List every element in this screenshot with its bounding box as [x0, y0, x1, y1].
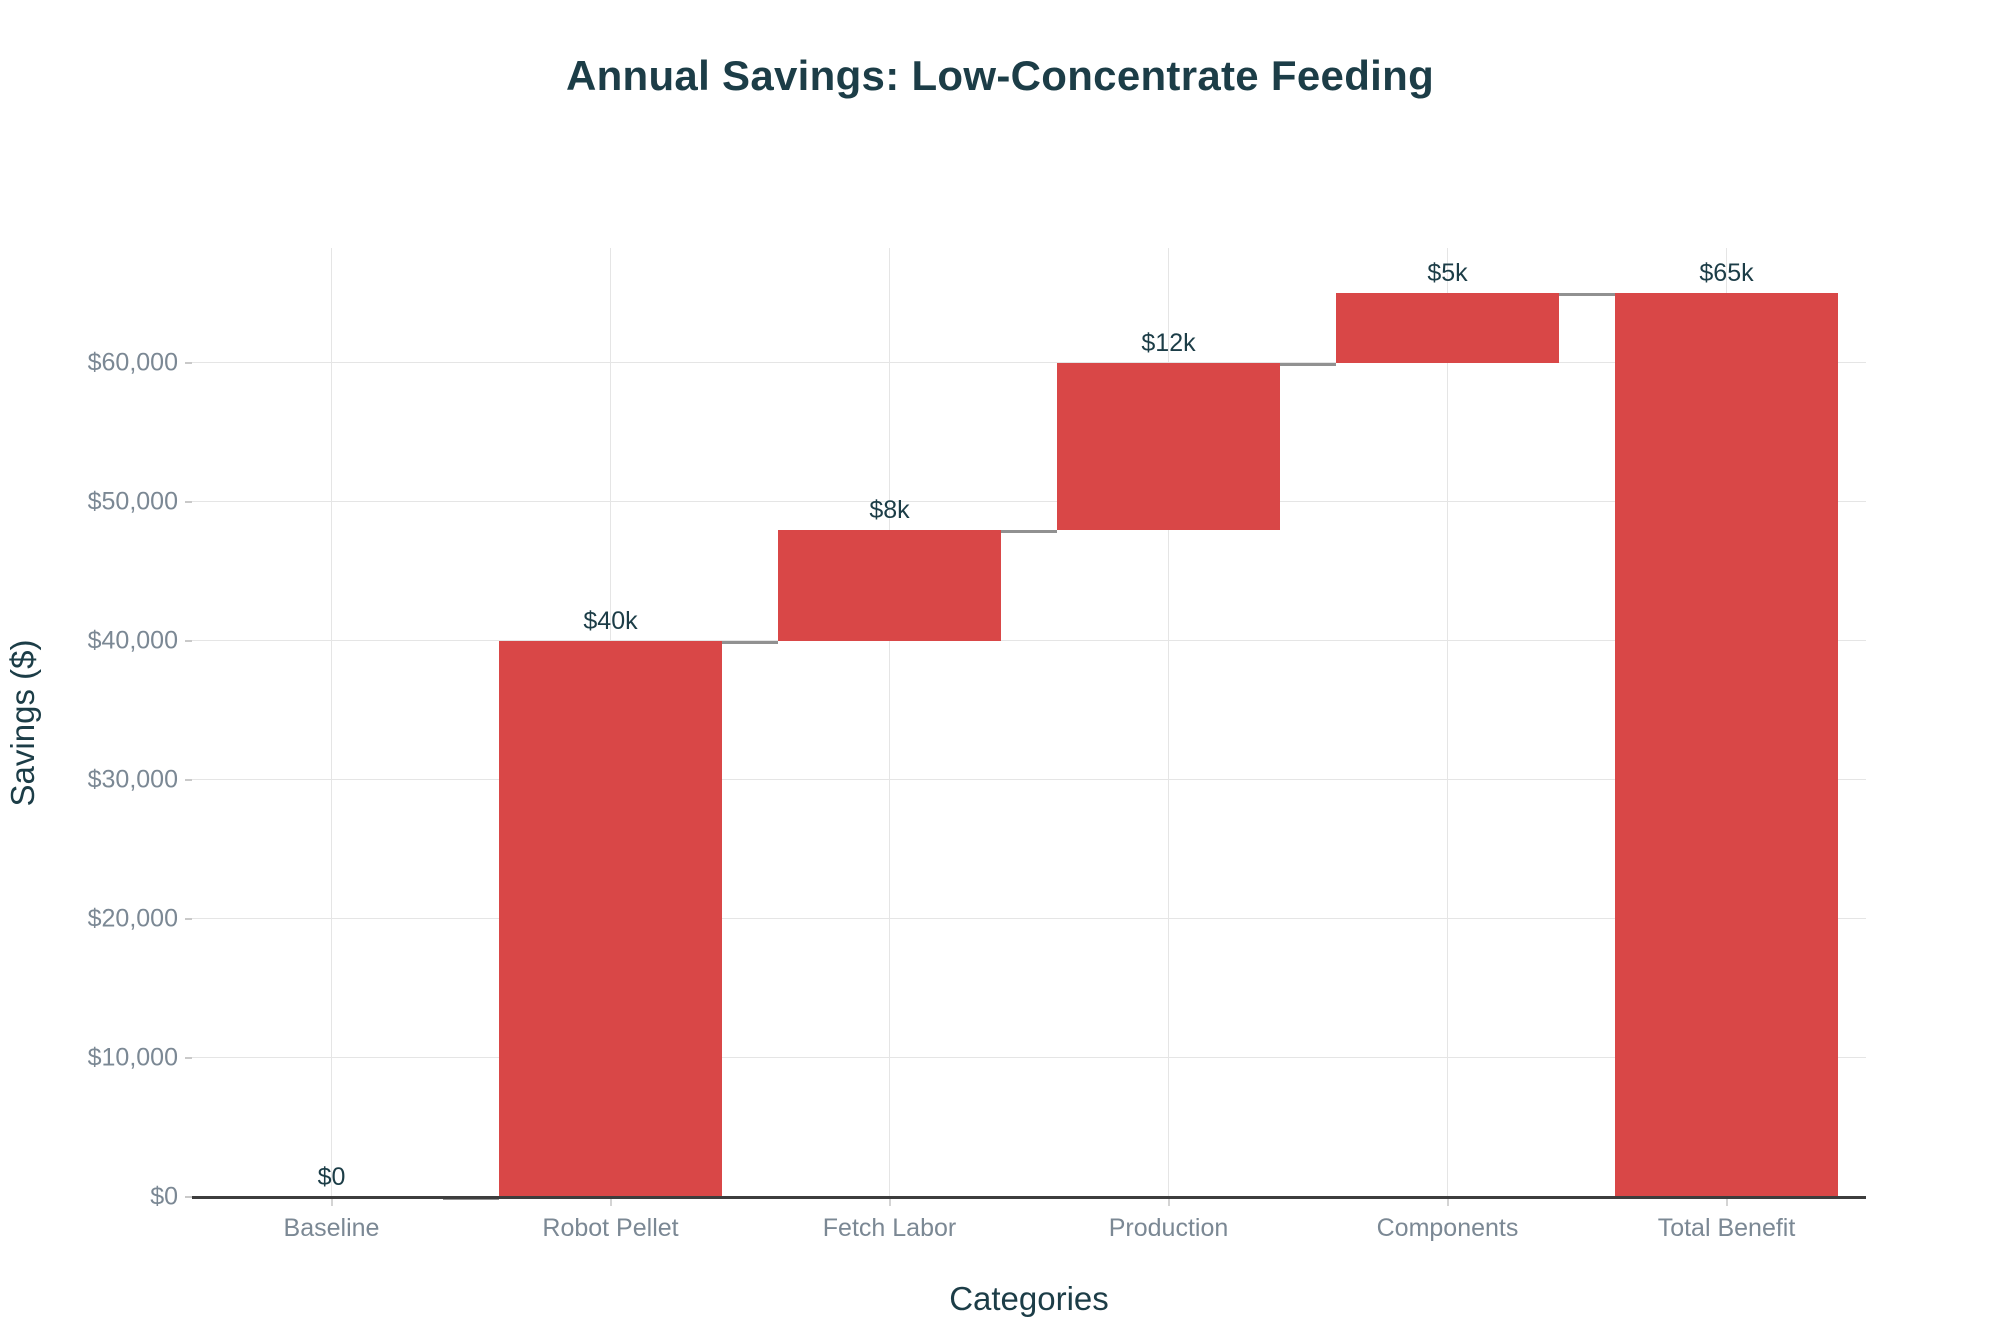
bar-components[interactable] — [1335, 293, 1560, 363]
bar-value-label-total-benefit: $65k — [1699, 259, 1754, 288]
gridline-horizontal — [192, 1057, 1866, 1059]
bar-value-label-production: $12k — [1141, 328, 1196, 357]
y-tick-label-30-000: $30,000 — [87, 765, 178, 794]
x-tick-label-total-benefit: Total Benefit — [1657, 1214, 1796, 1242]
y-tick-label-40-000: $40,000 — [87, 626, 178, 655]
y-axis-title: Savings ($) — [4, 639, 41, 806]
gridline-horizontal — [192, 918, 1866, 920]
x-tick-mark — [609, 1197, 612, 1206]
gridline-horizontal — [192, 779, 1866, 781]
waterfall-connector — [1280, 362, 1336, 366]
x-tick-label-robot-pellet: Robot Pellet — [542, 1214, 679, 1242]
y-tick-label-50-000: $50,000 — [87, 487, 178, 516]
y-tick-label-0: $0 — [150, 1182, 178, 1211]
bar-total-benefit[interactable] — [1614, 293, 1839, 1197]
y-tick-mark — [185, 639, 192, 642]
y-tick-mark — [185, 1196, 192, 1198]
x-tick-mark — [1446, 1197, 1449, 1206]
gridline-vertical — [1447, 248, 1448, 1197]
plot-area[interactable]: Savings ($) Categories $0 $10,000 $20,000 $… — [4, 248, 1866, 1317]
bar-value-label-baseline: $0 — [317, 1163, 346, 1191]
bar-value-label-components: $5k — [1427, 259, 1468, 288]
y-tick-label-10-000: $10,000 — [87, 1043, 178, 1072]
y-tick-label-60-000: $60,000 — [87, 348, 178, 377]
waterfall-connector — [722, 640, 778, 644]
x-tick-label-baseline: Baseline — [283, 1214, 380, 1242]
x-tick-mark — [330, 1197, 333, 1206]
gridline-horizontal — [192, 362, 1866, 364]
gridline-vertical — [1168, 248, 1169, 1197]
bar-fetch-labor[interactable] — [777, 529, 1002, 641]
bar-value-label-robot-pellet: $40k — [583, 606, 638, 635]
y-tick-mark — [185, 778, 192, 781]
y-tick-label-20-000: $20,000 — [87, 904, 178, 933]
x-tick-mark — [1167, 1197, 1170, 1206]
gridline-vertical — [889, 248, 890, 1197]
y-tick-mark — [185, 917, 192, 920]
x-tick-label-production: Production — [1108, 1214, 1229, 1242]
x-tick-mark — [888, 1197, 891, 1206]
x-axis-line — [192, 1196, 1866, 1199]
bar-robot-pellet[interactable] — [498, 640, 723, 1197]
gridline-vertical — [331, 248, 332, 1197]
bar-production[interactable] — [1056, 362, 1281, 530]
gridline-horizontal — [192, 501, 1866, 503]
gridline-horizontal — [192, 640, 1866, 642]
x-tick-mark — [1725, 1197, 1728, 1206]
y-tick-mark — [185, 361, 192, 364]
chart-title: Annual Savings: Low-Concentrate Feeding — [565, 52, 1435, 99]
waterfall-connector — [1001, 529, 1057, 533]
bar-value-label-fetch-labor: $8k — [869, 495, 910, 524]
y-tick-mark — [185, 500, 192, 503]
y-tick-mark — [185, 1056, 192, 1059]
x-tick-label-fetch-labor: Fetch Labor — [822, 1214, 957, 1242]
x-tick-label-components: Components — [1376, 1214, 1519, 1242]
waterfall-connector — [1559, 293, 1615, 297]
x-axis-title: Categories — [949, 1280, 1109, 1317]
